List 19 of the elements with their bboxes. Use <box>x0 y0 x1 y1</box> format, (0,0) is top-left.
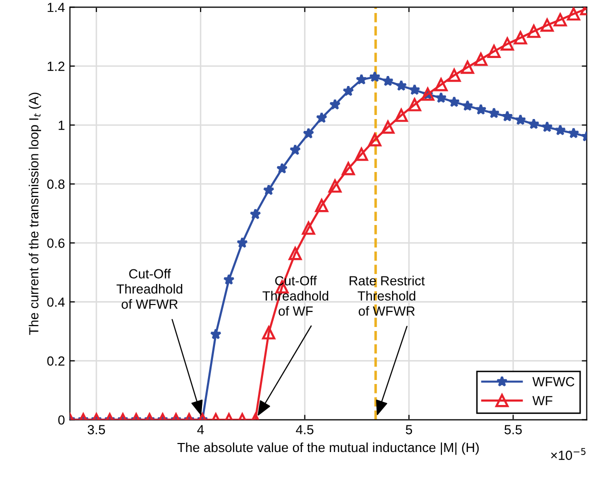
x-tick-label: 4 <box>197 425 204 434</box>
y-tick-label: 0 <box>58 415 65 425</box>
annotation: Cut-Off Threadhold of WFWR <box>116 268 182 309</box>
y-tick-label: 1 <box>58 120 64 130</box>
x-tick-label: 3.5 <box>88 424 106 434</box>
text: ×10$^{−5}$ <box>551 448 586 460</box>
y-tick-label: 0.4 <box>47 297 65 307</box>
y-tick-label: 0.8 <box>47 180 64 189</box>
x-axis-title: The absolute value of the mutual inductance |M| (H) <box>177 442 479 455</box>
legend-label: WFWC <box>532 377 574 386</box>
x-tick-label: 5 <box>406 425 412 434</box>
x-tick-label: 4.5 <box>296 425 314 434</box>
y-axis-title: The current of the transmission loop I$_{t}$ (A) <box>28 92 42 335</box>
y-tick-label: 1.2 <box>48 62 64 71</box>
x-tick-label: 5.5 <box>504 425 522 434</box>
y-tick-label: 0.2 <box>47 356 64 366</box>
y-tick-label: 1.4 <box>48 2 65 12</box>
legend-label: WF <box>532 396 552 406</box>
y-tick-label: 0.6 <box>47 238 64 248</box>
